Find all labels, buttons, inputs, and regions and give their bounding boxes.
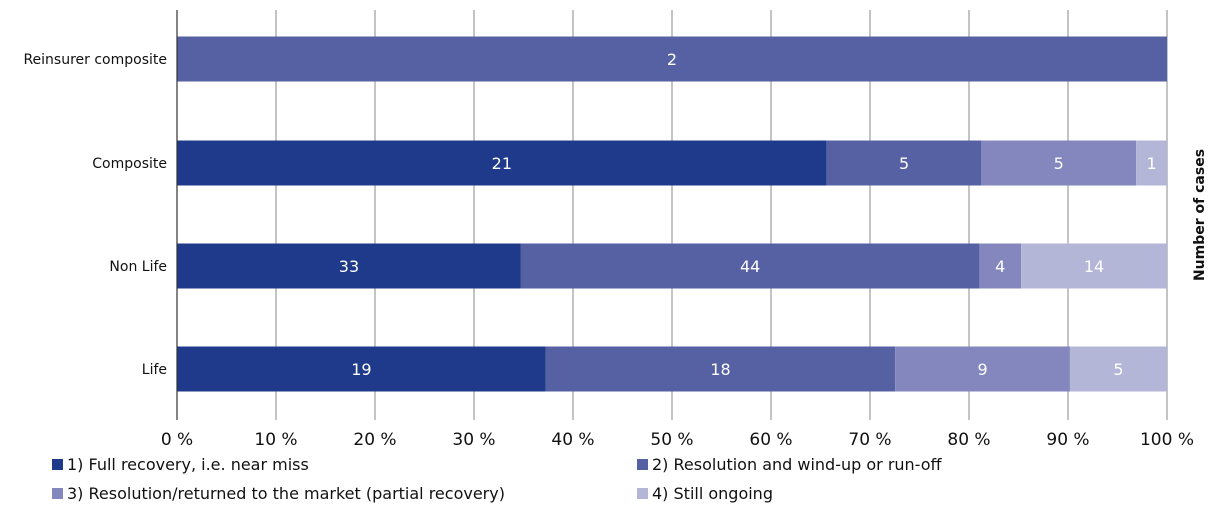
x-tick-label-1: 10 % <box>254 430 297 450</box>
data-label-2-1: 44 <box>740 257 760 276</box>
legend-item-3: 3) Resolution/returned to the market (pa… <box>52 484 505 503</box>
data-label-2-3: 14 <box>1084 257 1104 276</box>
x-tick-label-8: 80 % <box>947 430 990 450</box>
legend-swatch-2 <box>637 459 648 470</box>
data-label-2-0: 33 <box>339 257 359 276</box>
data-label-0-1: 2 <box>667 50 677 69</box>
data-label-2-2: 4 <box>995 257 1005 276</box>
data-label-3-2: 9 <box>977 360 987 379</box>
bar-3-0 <box>177 346 546 392</box>
bar-2-3 <box>1021 243 1167 289</box>
data-label-1-3: 1 <box>1146 154 1156 173</box>
x-tick-label-4: 40 % <box>551 430 594 450</box>
category-label-2: Non Life <box>109 259 167 275</box>
legend-item-2: 2) Resolution and wind-up or run-off <box>637 455 942 474</box>
x-tick-label-10: 100 % <box>1140 430 1194 450</box>
data-label-3-1: 18 <box>710 360 730 379</box>
x-tick-label-6: 60 % <box>749 430 792 450</box>
bar-0-1 <box>177 36 1167 82</box>
legend-item-1: 1) Full recovery, i.e. near miss <box>52 455 309 474</box>
data-label-1-2: 5 <box>1054 154 1064 173</box>
bar-1-0 <box>177 140 827 186</box>
legend-label-4: 4) Still ongoing <box>652 484 773 503</box>
data-label-3-0: 19 <box>351 360 371 379</box>
bar-3-3 <box>1069 346 1167 392</box>
category-label-3: Life <box>142 362 167 378</box>
x-tick-label-9: 90 % <box>1046 430 1089 450</box>
legend-label-2: 2) Resolution and wind-up or run-off <box>652 455 942 474</box>
bar-1-1 <box>826 140 982 186</box>
y-axis-title: Number of cases <box>1192 148 1208 282</box>
legend-label-3: 3) Resolution/returned to the market (pa… <box>67 484 505 503</box>
legend-swatch-3 <box>52 488 63 499</box>
x-tick-label-0: 0 % <box>161 430 193 450</box>
data-label-1-1: 5 <box>899 154 909 173</box>
data-label-1-0: 21 <box>492 154 512 173</box>
bar-1-2 <box>981 140 1137 186</box>
bar-3-1 <box>545 346 896 392</box>
bar-2-0 <box>177 243 521 289</box>
legend: 1) Full recovery, i.e. near miss 2) Reso… <box>52 455 1202 515</box>
x-tick-label-5: 50 % <box>650 430 693 450</box>
y-axis-title-container: Number of cases <box>1186 0 1214 430</box>
bar-3-2 <box>895 346 1070 392</box>
bar-1-3 <box>1136 140 1167 186</box>
category-label-1: Composite <box>92 156 167 172</box>
x-tick-label-7: 70 % <box>848 430 891 450</box>
legend-swatch-1 <box>52 459 63 470</box>
legend-swatch-4 <box>637 488 648 499</box>
legend-item-4: 4) Still ongoing <box>637 484 773 503</box>
category-label-0: Reinsurer composite <box>23 52 167 68</box>
x-tick-label-2: 20 % <box>353 430 396 450</box>
bar-2-1 <box>520 243 980 289</box>
x-tick-label-3: 30 % <box>452 430 495 450</box>
legend-label-1: 1) Full recovery, i.e. near miss <box>67 455 309 474</box>
data-label-3-3: 5 <box>1113 360 1123 379</box>
bar-2-2 <box>979 243 1022 289</box>
